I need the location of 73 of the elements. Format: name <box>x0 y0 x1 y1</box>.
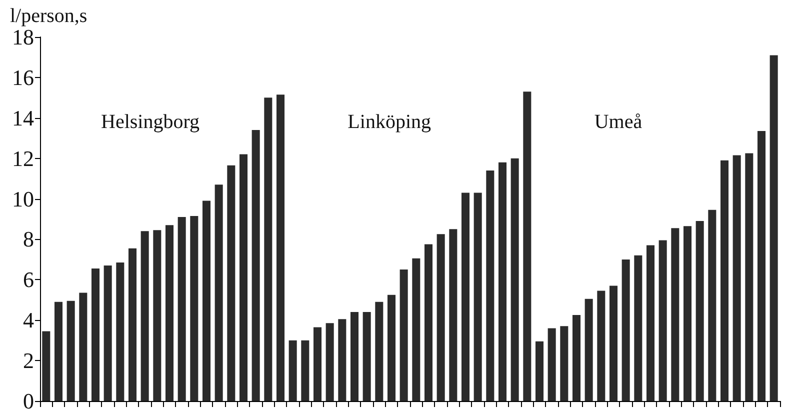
bar <box>301 340 310 401</box>
bar <box>190 216 198 401</box>
y-tick-label: 2 <box>23 348 34 374</box>
annotation: Helsingborg <box>101 111 200 133</box>
bar <box>54 302 63 401</box>
bar <box>560 326 568 401</box>
bar <box>597 290 606 401</box>
bar <box>128 248 137 401</box>
bar <box>671 228 680 401</box>
bar <box>288 340 297 401</box>
bar <box>658 240 667 401</box>
bar <box>572 315 581 401</box>
bar <box>424 244 433 401</box>
bar <box>338 319 346 401</box>
y-tick-label: 0 <box>23 388 34 412</box>
bar <box>104 266 112 401</box>
bar <box>474 192 482 401</box>
bar <box>634 255 642 401</box>
bar <box>498 162 507 401</box>
bar <box>757 131 766 401</box>
bar <box>400 270 408 401</box>
bar <box>622 259 630 401</box>
bar <box>214 184 223 401</box>
bar <box>91 268 100 401</box>
bar <box>708 210 716 401</box>
bar <box>745 153 754 401</box>
bar <box>486 170 494 401</box>
bar <box>510 158 519 401</box>
bar <box>436 234 445 401</box>
bar <box>387 294 396 401</box>
bar <box>66 300 75 401</box>
bar <box>770 55 778 401</box>
annotation: Umeå <box>594 111 642 133</box>
bar <box>523 92 532 401</box>
y-tick-label: 8 <box>23 226 34 252</box>
y-tick-label: 12 <box>12 146 34 171</box>
bar <box>276 94 285 401</box>
bar <box>362 312 371 401</box>
bar <box>683 226 692 401</box>
bar <box>313 327 322 401</box>
bar <box>535 341 544 401</box>
y-tick-label: 14 <box>12 105 34 130</box>
bar <box>227 165 236 401</box>
bar <box>412 258 420 401</box>
y-tick-label: 4 <box>23 308 34 333</box>
bar <box>178 216 186 401</box>
bar <box>350 312 359 401</box>
bar <box>165 225 174 401</box>
bar <box>326 323 334 401</box>
bar <box>720 160 729 401</box>
bar <box>461 192 470 401</box>
bar <box>449 229 458 401</box>
bar <box>252 130 260 401</box>
bar <box>153 230 162 401</box>
bar <box>42 331 50 401</box>
bar <box>646 245 655 401</box>
annotation: Linköping <box>348 111 432 133</box>
bar <box>609 286 618 401</box>
y-tick-label: 6 <box>23 267 34 292</box>
y-tick-label: 10 <box>12 186 34 212</box>
bar <box>548 328 556 401</box>
bar <box>140 231 149 401</box>
bar <box>116 262 124 401</box>
bar <box>696 221 704 401</box>
bar <box>202 200 211 401</box>
bar <box>264 98 272 401</box>
bar <box>584 298 593 401</box>
bar <box>375 302 384 401</box>
bar <box>732 155 741 401</box>
bar <box>239 154 248 401</box>
y-tick-label: 16 <box>12 64 34 90</box>
y-axis-title: l/person,s <box>10 5 88 28</box>
bar <box>79 292 88 401</box>
